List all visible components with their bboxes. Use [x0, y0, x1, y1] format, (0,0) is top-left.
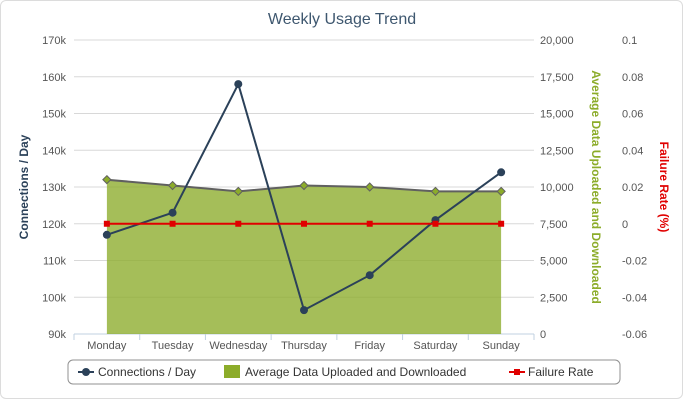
y_left-tick-label: 100k: [42, 292, 66, 304]
line-series-layer: [102, 80, 506, 315]
legend-item[interactable]: Failure Rate: [509, 365, 594, 379]
y_right1-tick-label: 7,500: [540, 219, 568, 231]
legend-item[interactable]: Connections / Day: [78, 365, 196, 379]
connections-point: [497, 168, 506, 177]
connections-point: [234, 80, 243, 89]
failure-rate-point: [103, 220, 110, 227]
x-tick-label: Tuesday: [152, 340, 194, 352]
connections-point: [168, 208, 177, 217]
y-right-axis-title: Average Data Uploaded and Downloaded: [589, 70, 603, 304]
failure-rate-point: [366, 220, 373, 227]
failure-rate-point: [498, 220, 505, 227]
y_right2-tick-label: -0.02: [622, 256, 647, 268]
legend-box: [67, 359, 621, 385]
y_left-tick-label: 170k: [42, 35, 66, 47]
y_left-tick-label: 110k: [43, 256, 67, 268]
legend-label: Failure Rate: [528, 365, 594, 379]
y_right2-tick-label: 0.08: [622, 72, 643, 84]
area-point: [167, 180, 178, 191]
connections-point: [300, 306, 308, 315]
area-point: [299, 180, 309, 191]
area-point: [365, 182, 375, 192]
failure-rate-point: [169, 220, 176, 227]
y_right1-tick-label: 5,000: [540, 256, 568, 268]
x-tick-label: Sunday: [482, 340, 520, 352]
area-point: [430, 186, 441, 197]
y_right2-tick-label: 0.06: [622, 109, 643, 121]
failure-rate-point: [432, 220, 439, 227]
y_left-tick-label: 90k: [48, 329, 66, 341]
x-tick-label: Friday: [354, 340, 385, 352]
area-fill: [106, 179, 502, 334]
y_right1-tick-label: 2,500: [540, 292, 568, 304]
legend-item[interactable]: Average Data Uploaded and Downloaded: [224, 365, 466, 379]
area-point: [233, 186, 243, 197]
connections-point: [365, 271, 374, 280]
y_right1-tick-label: 17,500: [540, 72, 574, 84]
y_right2-tick-label: 0.02: [622, 182, 643, 194]
y_right2-tick-label: -0.06: [622, 329, 647, 341]
x-tick-label: Thursday: [281, 340, 327, 352]
x-tick-label: Monday: [87, 340, 127, 352]
chart-title: Weekly Usage Trend: [268, 11, 416, 28]
legend-marker: [82, 368, 90, 376]
y_left-tick-label: 130k: [42, 182, 66, 194]
legend-label: Connections / Day: [98, 365, 196, 379]
y_left-tick-label: 120k: [42, 219, 66, 231]
axes-layer: 90k 100k 110k 120k 130k 140k 150k 160k 170k 0 2,50…: [17, 35, 671, 352]
y_right1-tick-label: 10,000: [540, 182, 574, 194]
legend-marker: [514, 369, 520, 375]
y_left-tick-label: 160k: [42, 72, 66, 84]
failure-rate-point: [301, 220, 307, 227]
area-series-layer: [102, 174, 506, 334]
y_right2-tick-label: 0: [622, 219, 628, 231]
y_left-tick-label: 150k: [42, 109, 66, 121]
legend-swatch: [224, 365, 240, 378]
y_right1-tick-label: 0: [540, 329, 546, 341]
y-right2-axis-title: Failure Rate (%): [657, 142, 671, 233]
legend[interactable]: Connections / Day Average Data Uploaded a…: [67, 359, 621, 385]
y_right2-tick-label: -0.04: [622, 292, 647, 304]
connections-point: [102, 230, 111, 239]
y_right2-tick-label: 0.1: [622, 35, 637, 47]
y_left-tick-label: 140k: [42, 145, 66, 157]
y-left-axis-title: Connections / Day: [17, 134, 31, 239]
y_right1-tick-label: 15,000: [540, 109, 574, 121]
y_right2-tick-label: 0.04: [622, 145, 643, 157]
y_right1-tick-label: 12,500: [540, 145, 574, 157]
x-tick-label: Wednesday: [209, 340, 267, 352]
y_right1-tick-label: 20,000: [540, 35, 574, 47]
area-point: [496, 186, 506, 197]
area-point: [102, 174, 112, 185]
failure-rate-point: [235, 220, 242, 227]
x-tick-label: Saturday: [413, 340, 458, 352]
legend-label: Average Data Uploaded and Downloaded: [245, 365, 466, 379]
